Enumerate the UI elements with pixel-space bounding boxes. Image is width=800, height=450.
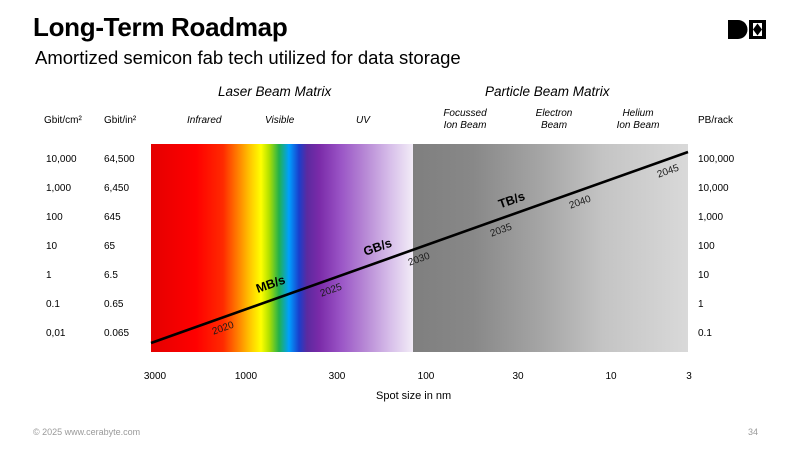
year-2020-label: 2020: [211, 320, 236, 338]
pb-rack-tick-3: 100: [698, 241, 715, 252]
copyright-footer: © 2025 www.cerabyte.com: [33, 427, 141, 437]
electron-line1: Electron: [535, 108, 573, 119]
cerabyte-logo-icon: [728, 20, 766, 39]
gbit-in2-tick-3: 65: [104, 241, 116, 252]
particle-beam-band: [413, 144, 688, 352]
pb-rack-tick-1: 10,000: [698, 183, 729, 194]
year-2040-label: 2040: [568, 194, 593, 212]
infrared-column-label: Infrared: [187, 115, 222, 126]
mbs-throughput-label: MB/s: [254, 273, 287, 296]
gbit-cm2-tick-5: 0.1: [46, 299, 60, 310]
gbit-cm2-tick-1: 1,000: [46, 183, 72, 194]
gbit-in2-tick-0: 64,500: [104, 154, 135, 165]
pb-rack-axis-title: PB/rack: [698, 115, 734, 126]
gbit-cm2-tick-4: 1: [46, 270, 52, 281]
pb-rack-tick-6: 0.1: [698, 328, 712, 339]
pb-rack-tick-0: 100,000: [698, 154, 735, 165]
gbit-cm2-tick-2: 100: [46, 212, 63, 223]
page-number: 34: [748, 427, 759, 437]
gbit-cm2-axis-title: Gbit/cm²: [44, 115, 82, 126]
year-2045-label: 2045: [656, 163, 681, 181]
focussed-line1: Focussed: [443, 108, 487, 119]
gbit-in2-tick-1: 6,450: [104, 183, 130, 194]
year-2025-label: 2025: [319, 282, 344, 300]
slide-subtitle: Amortized semicon fab tech utilized for …: [35, 47, 461, 68]
gbit-cm2-tick-0: 10,000: [46, 154, 77, 165]
spot-size-tick-5: 10: [605, 371, 617, 382]
x-axis-label: Spot size in nm: [376, 390, 452, 402]
gbit-in2-tick-5: 0.65: [104, 299, 124, 310]
gbit-in2-tick-2: 645: [104, 212, 121, 223]
spot-size-tick-2: 300: [328, 371, 346, 382]
focussed-line2: Ion Beam: [443, 120, 487, 131]
gbit-in2-axis-title: Gbit/in²: [104, 115, 137, 126]
helium-line2: Ion Beam: [616, 120, 660, 131]
helium-ion-beam-column-label: Helium Ion Beam: [611, 108, 665, 132]
visible-column-label: Visible: [265, 115, 295, 126]
gbs-throughput-label: GB/s: [362, 236, 394, 259]
spot-size-tick-1: 1000: [234, 371, 258, 382]
spot-size-tick-3: 100: [417, 371, 435, 382]
electron-line2: Beam: [540, 120, 568, 131]
year-2030-label: 2030: [407, 251, 432, 269]
laser-beam-matrix-heading: Laser Beam Matrix: [218, 84, 332, 99]
gbit-cm2-tick-6: 0,01: [46, 328, 66, 339]
slide-title: Long-Term Roadmap: [33, 12, 288, 42]
gbit-in2-tick-4: 6.5: [104, 270, 118, 281]
pb-rack-tick-2: 1,000: [698, 212, 724, 223]
spot-size-tick-4: 30: [512, 371, 524, 382]
roadmap-trend-line: [150, 150, 689, 345]
pb-rack-tick-5: 1: [698, 299, 704, 310]
particle-beam-matrix-heading: Particle Beam Matrix: [485, 84, 610, 99]
helium-line1: Helium: [622, 108, 654, 119]
spot-size-tick-0: 3000: [143, 371, 167, 382]
gbit-in2-tick-6: 0.065: [104, 328, 130, 339]
laser-spectrum-band: [151, 144, 413, 352]
focussed-ion-beam-column-label: Focussed Ion Beam: [438, 108, 492, 132]
year-2035-label: 2035: [489, 222, 514, 240]
spot-size-tick-6: 3: [686, 371, 692, 382]
tbs-throughput-label: TB/s: [497, 189, 527, 211]
pb-rack-tick-4: 10: [698, 270, 710, 281]
gbit-cm2-tick-3: 10: [46, 241, 58, 252]
uv-column-label: UV: [356, 115, 370, 126]
electron-beam-column-label: Electron Beam: [527, 108, 581, 132]
